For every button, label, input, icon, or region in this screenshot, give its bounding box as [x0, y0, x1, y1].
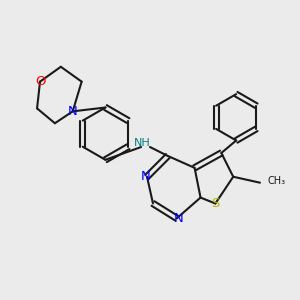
Text: N: N	[68, 105, 78, 118]
Text: O: O	[35, 75, 45, 88]
Text: S: S	[211, 197, 220, 210]
Text: N: N	[173, 212, 183, 225]
Text: N: N	[141, 170, 150, 183]
Text: NH: NH	[134, 138, 151, 148]
Text: CH₃: CH₃	[267, 176, 286, 186]
